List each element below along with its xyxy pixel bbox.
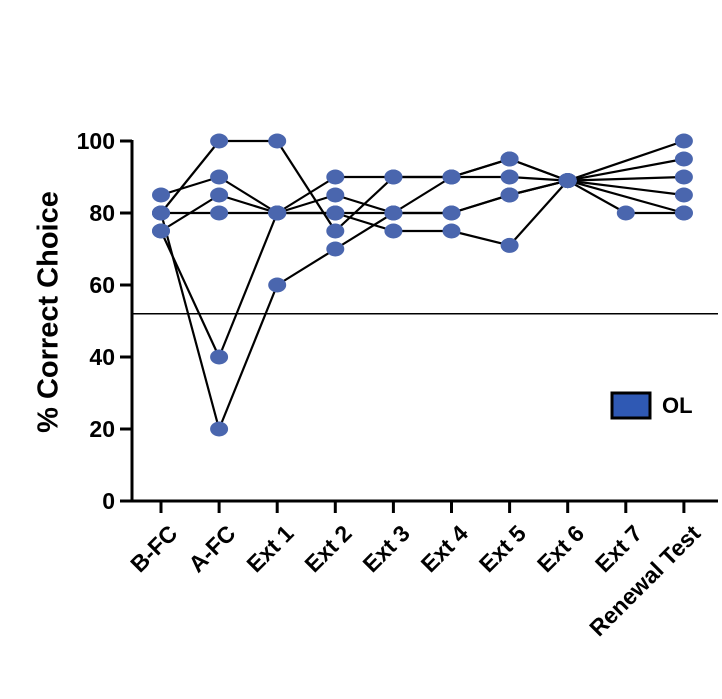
series-4-segment	[451, 229, 510, 247]
series-5-point	[442, 205, 461, 221]
series-6-segment	[392, 176, 453, 214]
series-1-point	[500, 169, 519, 185]
series-3-segment	[567, 179, 627, 214]
series-6-segment	[509, 157, 569, 182]
x-tick-label: Ext 1	[241, 520, 298, 577]
x-tick-label: Ext 6	[532, 520, 589, 577]
series-5-segment	[451, 193, 510, 215]
series-5-segment	[160, 230, 221, 358]
x-tick-label: Ext 2	[299, 520, 356, 577]
series-2-point	[674, 133, 693, 149]
x-tick-label: A-FC	[183, 520, 240, 577]
series-6-point	[500, 151, 519, 167]
series-5-segment	[218, 212, 279, 358]
series-4-point	[674, 187, 693, 203]
y-axis-title: % Correct Choice	[33, 191, 65, 433]
x-tick-label: Ext 3	[358, 520, 415, 577]
series-5-point	[500, 187, 519, 203]
series-2-point	[384, 169, 403, 185]
x-tick-label: B-FC	[125, 520, 182, 577]
y-tick-label: 80	[89, 200, 115, 226]
series-6-point	[268, 277, 287, 293]
series-6-point	[326, 241, 345, 257]
series-4-point	[442, 223, 461, 239]
series-6-segment	[451, 157, 510, 179]
series-6-point	[210, 421, 229, 437]
series-2-point	[210, 133, 229, 149]
axes-layer	[120, 139, 718, 513]
y-tick-label: 40	[89, 344, 115, 370]
y-tick-label: 20	[89, 416, 115, 442]
series-points	[152, 133, 693, 437]
series-2-point	[268, 133, 287, 149]
series-6-segment	[276, 248, 336, 286]
series-6-point	[384, 205, 403, 221]
legend-swatch	[610, 391, 652, 420]
series-4-point	[384, 223, 403, 239]
x-tick-label: Ext 4	[416, 520, 473, 577]
series-5-point	[326, 205, 345, 221]
series-1-segment	[509, 175, 568, 182]
series-2-segment	[160, 140, 220, 214]
series-3-point	[210, 187, 229, 203]
series-5-point	[210, 349, 229, 365]
series-4-segment	[567, 179, 685, 197]
series-1-point	[152, 187, 170, 203]
legend: OL	[610, 391, 693, 420]
series-1-point	[674, 169, 693, 185]
series-5-segment	[509, 179, 568, 197]
series-6-point	[152, 205, 170, 221]
series-1-point	[210, 169, 229, 185]
series-2-segment	[276, 140, 337, 232]
series-3-point	[616, 205, 635, 221]
series-4-point	[500, 237, 519, 253]
series-1-segment	[218, 176, 278, 214]
series-2-point	[326, 223, 345, 239]
y-tick-label: 60	[89, 272, 115, 298]
series-6-point	[674, 151, 693, 167]
series-1-segment	[160, 175, 220, 197]
series-3-point	[326, 187, 345, 203]
y-tick-label: 100	[77, 128, 115, 154]
legend-label: OL	[662, 393, 693, 418]
y-tick-label: 0	[102, 488, 115, 514]
series-4-segment	[334, 211, 394, 233]
series-1-segment	[276, 176, 336, 214]
series-5-point	[268, 205, 287, 221]
series-lines	[159, 139, 685, 430]
series-5-segment	[567, 179, 685, 215]
series-6-segment	[567, 157, 685, 182]
series-5-point	[152, 223, 170, 239]
series-3-segment	[334, 193, 394, 215]
series-2-segment	[567, 139, 685, 182]
series-6-segment	[334, 212, 394, 250]
series-5-point	[674, 205, 693, 221]
series-1-point	[326, 169, 345, 185]
series-6-segment	[159, 212, 221, 430]
series-1-segment	[567, 175, 684, 182]
series-6-point	[558, 173, 577, 189]
series-6-point	[442, 169, 461, 185]
series-4-point	[210, 205, 229, 221]
series-6-segment	[218, 284, 279, 430]
series-4-segment	[508, 179, 569, 247]
series-3-segment	[218, 193, 278, 215]
series-3-segment	[276, 193, 336, 215]
x-tick-label: Ext 5	[474, 520, 531, 577]
